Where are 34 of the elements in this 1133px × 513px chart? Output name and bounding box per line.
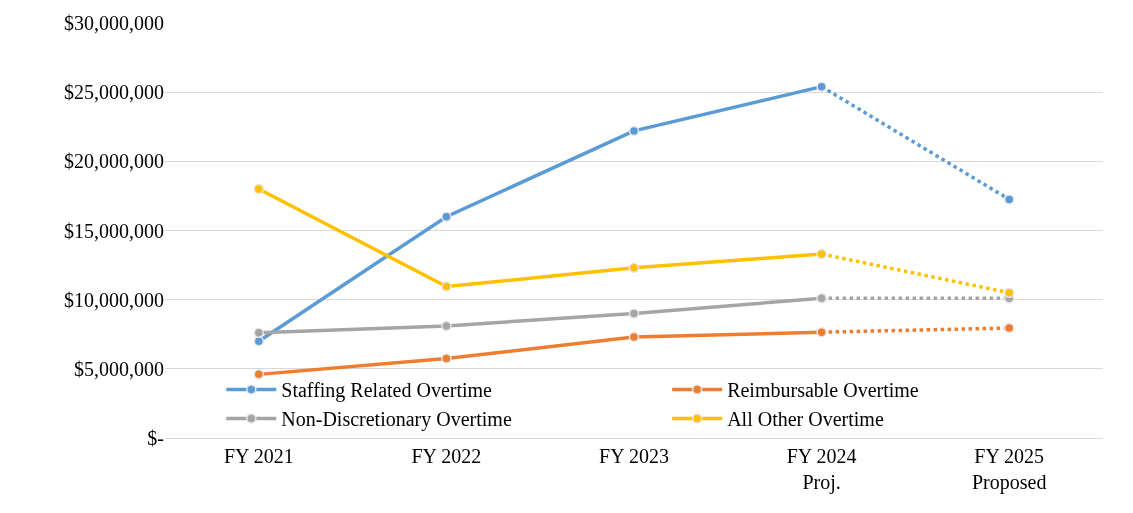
point (816, 248, 827, 260)
point (628, 331, 640, 343)
y-tick-label: $25,000,000 (64, 81, 164, 104)
point (253, 369, 265, 380)
x-tick-label: FY 2022 (411, 445, 482, 467)
point (1003, 322, 1015, 334)
y-tick-label: $15,000,000 (64, 219, 164, 242)
point (441, 353, 452, 364)
legend-label: Non-Discretionary Overtime (281, 408, 512, 432)
y-tick-label: $20,000,000 (64, 150, 164, 173)
legend-label: All Other Overtime (727, 408, 884, 431)
point (1003, 194, 1015, 205)
point (628, 125, 640, 137)
legend-label: Staffing Related Overtime (281, 379, 493, 403)
y-tick-label: $5,000,000 (74, 357, 164, 380)
legend-label: Reimbursable Overtime (727, 379, 919, 402)
x-tick-label: FY 2024 Proj. (786, 445, 857, 494)
point (441, 320, 452, 332)
point (1003, 287, 1015, 298)
y-tick-label: $30,000,000 (64, 12, 164, 34)
point (253, 183, 265, 195)
point (816, 81, 827, 92)
point (253, 327, 265, 339)
point (628, 308, 640, 319)
x-tick-label: FY 2021 (223, 445, 294, 467)
y-tick-label: $10,000,000 (64, 288, 164, 311)
point (441, 281, 452, 292)
point (816, 293, 827, 304)
x-tick-label: FY 2023 (599, 445, 669, 467)
x-tick-label: FY 2025 Proposed (971, 445, 1047, 494)
point (441, 211, 452, 222)
point (816, 326, 827, 338)
point (628, 262, 640, 274)
y-tick-label: $- (147, 427, 164, 449)
